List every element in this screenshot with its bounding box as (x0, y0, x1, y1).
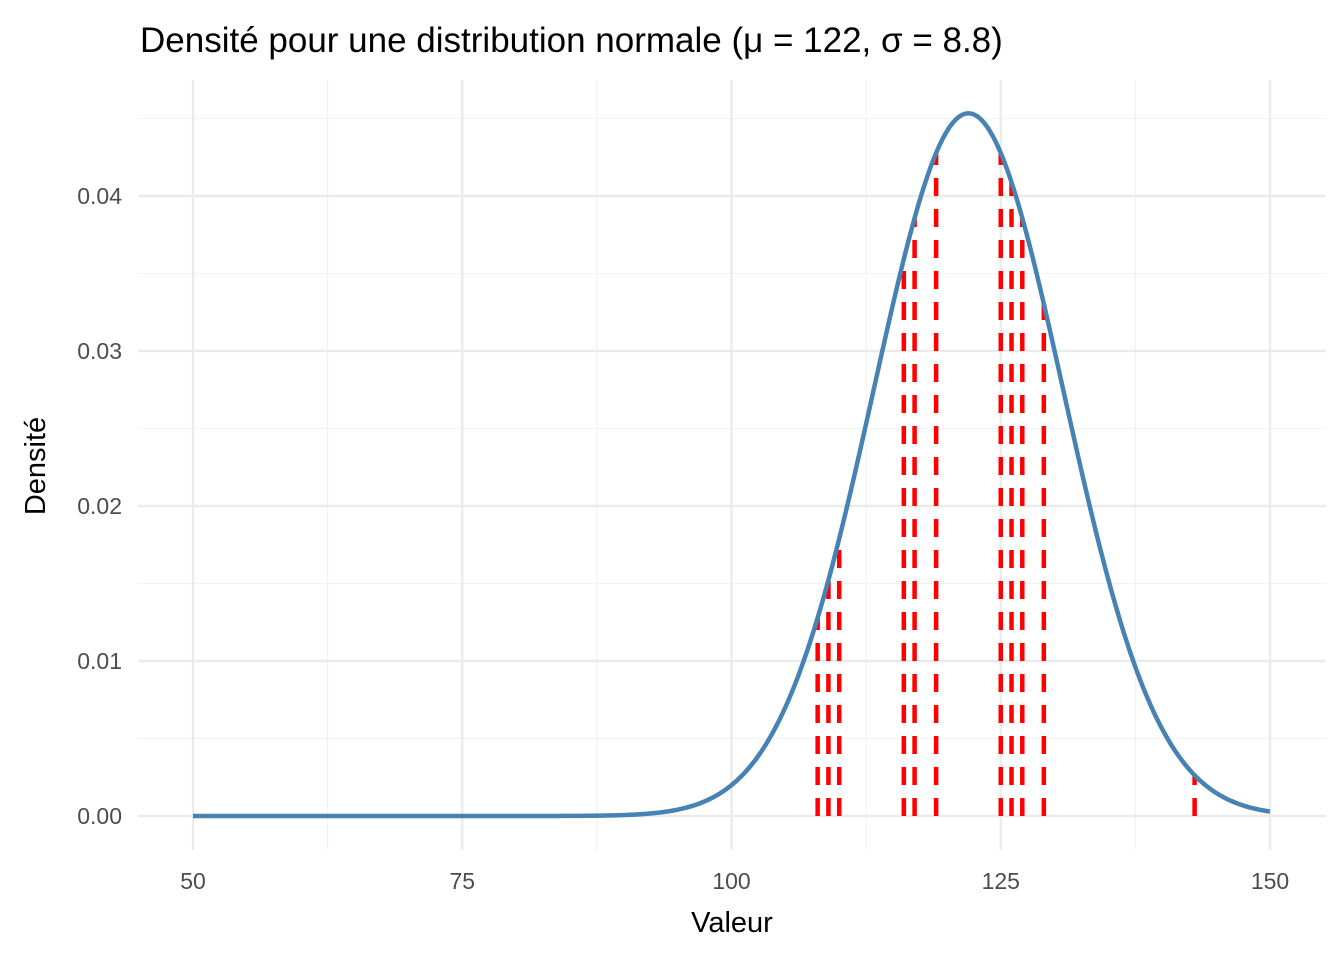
y-tick-label: 0.03 (77, 338, 122, 364)
grid (138, 80, 1326, 850)
density-segments (815, 152, 1197, 816)
chart-title: Densité pour une distribution normale (μ… (140, 21, 1003, 60)
density-curve (192, 111, 1271, 819)
y-axis-title: Densité (20, 417, 52, 515)
x-tick-label: 150 (1251, 868, 1289, 894)
x-tick-label: 50 (180, 868, 206, 894)
x-axis-title: Valeur (691, 907, 773, 939)
x-tick-label: 100 (712, 868, 750, 894)
y-tick-label: 0.01 (77, 648, 122, 674)
x-tick-label: 125 (982, 868, 1020, 894)
y-tick-label: 0.04 (77, 183, 122, 209)
y-tick-label: 0.02 (77, 493, 122, 519)
y-tick-label: 0.00 (77, 803, 122, 829)
x-axis-ticks: 50 75 100 125 150 (180, 868, 1289, 894)
x-tick-label: 75 (449, 868, 475, 894)
y-axis-ticks: 0.00 0.01 0.02 0.03 0.04 (77, 183, 122, 829)
